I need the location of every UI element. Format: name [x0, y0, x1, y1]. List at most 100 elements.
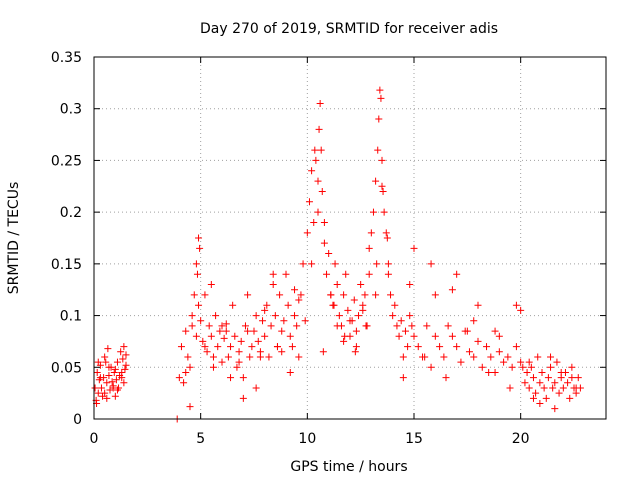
- data-point: [549, 384, 557, 392]
- data-point: [117, 348, 125, 356]
- data-point: [485, 368, 493, 376]
- data-point: [235, 348, 243, 356]
- data-point: [203, 348, 211, 356]
- data-point: [542, 394, 550, 402]
- data-point: [186, 403, 194, 411]
- data-point: [427, 260, 435, 268]
- data-point: [193, 270, 201, 278]
- data-point: [263, 301, 271, 309]
- data-point: [301, 317, 309, 325]
- data-point: [365, 244, 373, 252]
- data-point: [273, 343, 281, 351]
- data-point: [110, 368, 118, 376]
- data-point: [521, 379, 529, 387]
- data-point: [299, 260, 307, 268]
- data-point: [463, 327, 471, 335]
- data-point: [93, 368, 101, 376]
- data-point: [444, 322, 452, 330]
- data-point: [96, 374, 104, 382]
- data-point: [350, 296, 358, 304]
- data-point: [205, 322, 213, 330]
- data-point: [190, 291, 198, 299]
- data-point: [404, 343, 412, 351]
- data-point: [465, 348, 473, 356]
- data-point: [209, 363, 217, 371]
- data-point: [105, 363, 113, 371]
- data-point: [389, 312, 397, 320]
- data-point: [375, 115, 383, 123]
- data-point: [311, 146, 319, 154]
- data-point: [252, 312, 260, 320]
- data-point: [113, 386, 121, 394]
- data-point: [369, 208, 377, 216]
- data-point: [536, 399, 544, 407]
- data-point: [532, 389, 540, 397]
- data-point: [440, 353, 448, 361]
- data-point: [551, 405, 559, 413]
- data-point: [327, 291, 335, 299]
- data-point: [103, 379, 111, 387]
- data-point: [229, 301, 237, 309]
- data-point: [209, 353, 217, 361]
- data-point: [555, 389, 563, 397]
- data-point: [361, 291, 369, 299]
- data-point: [308, 167, 316, 175]
- data-point: [359, 306, 367, 314]
- data-point: [237, 337, 245, 345]
- data-point: [102, 358, 110, 366]
- data-point: [314, 177, 322, 185]
- data-point: [352, 343, 360, 351]
- data-point: [184, 353, 192, 361]
- data-point: [372, 291, 380, 299]
- data-point: [423, 322, 431, 330]
- data-point: [256, 353, 264, 361]
- data-point: [252, 384, 260, 392]
- data-point: [196, 244, 204, 252]
- data-point: [377, 94, 385, 102]
- data-point: [91, 384, 99, 392]
- data-point: [195, 234, 203, 242]
- data-point: [478, 363, 486, 371]
- data-point: [295, 353, 303, 361]
- data-point: [220, 334, 228, 342]
- axis-ticks: 0 5 10 15 20 0 0.05 0.1 0.15 0.2 0.25 0.3 0.35: [51, 50, 606, 447]
- data-point: [305, 198, 313, 206]
- y-tick-label: 0.05: [51, 360, 82, 376]
- data-point: [244, 291, 252, 299]
- data-point: [374, 146, 382, 154]
- data-point: [378, 156, 386, 164]
- data-point: [278, 348, 286, 356]
- data-point: [367, 229, 375, 237]
- y-tick-label: 0.2: [60, 205, 82, 221]
- data-point: [192, 332, 200, 340]
- data-point: [547, 353, 555, 361]
- data-point: [335, 312, 343, 320]
- data-point: [529, 374, 537, 382]
- data-point: [282, 270, 290, 278]
- y-tick-label: 0.25: [51, 153, 82, 169]
- data-point: [379, 187, 387, 195]
- data-point: [293, 322, 301, 330]
- data-point: [553, 358, 561, 366]
- data-point: [120, 343, 128, 351]
- data-point: [331, 260, 339, 268]
- data-point: [104, 345, 112, 353]
- data-point: [406, 281, 414, 289]
- data-point: [288, 343, 296, 351]
- data-point: [105, 372, 113, 380]
- data-point: [564, 379, 572, 387]
- data-point: [340, 337, 348, 345]
- data-point: [244, 327, 252, 335]
- data-point: [393, 322, 401, 330]
- data-point: [267, 322, 275, 330]
- data-point: [487, 353, 495, 361]
- data-point: [470, 353, 478, 361]
- data-point: [269, 281, 277, 289]
- data-point: [118, 368, 126, 376]
- data-point: [265, 353, 273, 361]
- x-tick-label: 10: [298, 431, 316, 447]
- data-point: [523, 368, 531, 376]
- data-point: [108, 378, 116, 386]
- data-point: [314, 208, 322, 216]
